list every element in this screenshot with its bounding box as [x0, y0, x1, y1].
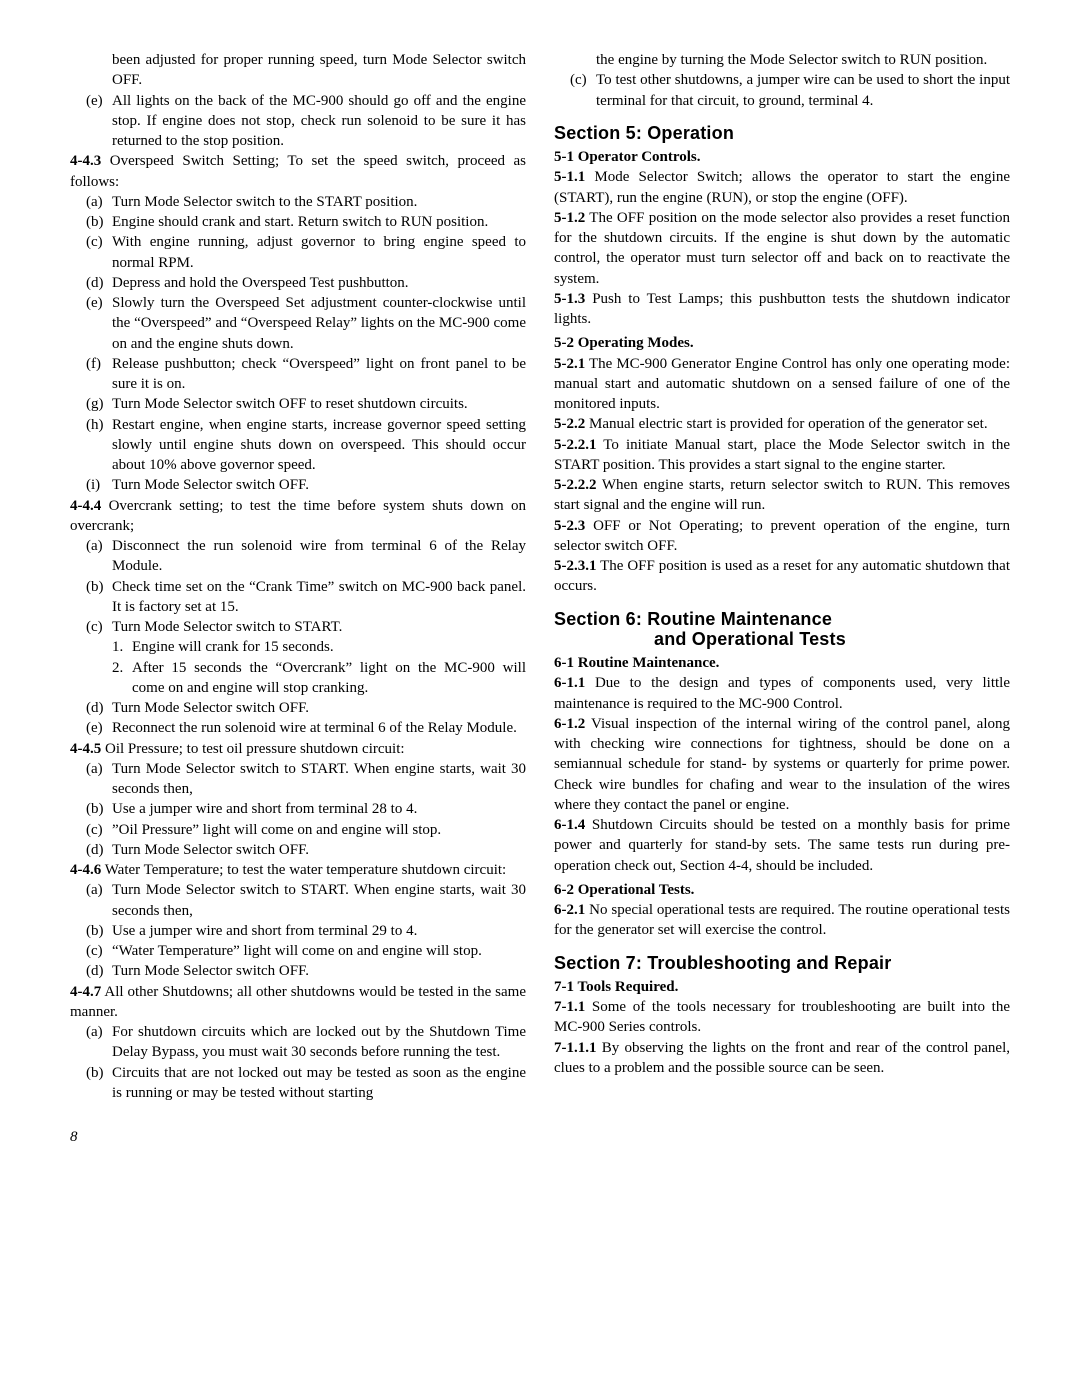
- list-item: (c)To test other shutdowns, a jumper wir…: [570, 70, 1010, 111]
- text: been adjusted for proper running speed, …: [112, 50, 526, 91]
- left-column: been adjusted for proper running speed, …: [70, 50, 526, 1103]
- list-item: (b)Engine should crank and start. Return…: [86, 212, 526, 232]
- list-item: (b)Circuits that are not locked out may …: [86, 1063, 526, 1104]
- text: 6-2.1 No special operational tests are r…: [554, 900, 1010, 941]
- list-item: (f)Release pushbutton; check “Overspeed”…: [86, 354, 526, 395]
- list-item: (c)”Oil Pressure” light will come on and…: [86, 820, 526, 840]
- list-item: (a)Turn Mode Selector switch to START. W…: [86, 759, 526, 800]
- list-item: (e)Slowly turn the Overspeed Set adjustm…: [86, 293, 526, 354]
- text: 7-1.1.1 By observing the lights on the f…: [554, 1038, 1010, 1079]
- text: 6-1 Routine Maintenance.: [554, 653, 1010, 673]
- list-item: (b)Use a jumper wire and short from term…: [86, 799, 526, 819]
- list-item: (c)Turn Mode Selector switch to START.: [86, 617, 526, 637]
- list-item: (d)Turn Mode Selector switch OFF.: [86, 698, 526, 718]
- text: 4-4.5 Oil Pressure; to test oil pressure…: [70, 739, 526, 759]
- list-item: (i)Turn Mode Selector switch OFF.: [86, 475, 526, 495]
- text: 4-4.4 Overcrank setting; to test the tim…: [70, 496, 526, 537]
- list-item: (b)Use a jumper wire and short from term…: [86, 921, 526, 941]
- list-item: (d)Turn Mode Selector switch OFF.: [86, 840, 526, 860]
- text: 5-2.2 Manual electric start is provided …: [554, 414, 1010, 434]
- text: 5-2.1 The MC-900 Generator Engine Contro…: [554, 354, 1010, 415]
- section-5-heading: Section 5: Operation: [554, 121, 1010, 145]
- page-number: 8: [70, 1127, 1010, 1147]
- text: 5-2.2.2 When engine starts, return selec…: [554, 475, 1010, 516]
- text: the engine by turning the Mode Selector …: [596, 50, 1010, 70]
- list-item: (d)Depress and hold the Overspeed Test p…: [86, 273, 526, 293]
- list-item: (a)Disconnect the run solenoid wire from…: [86, 536, 526, 577]
- list-item: 2.After 15 seconds the “Overcrank” light…: [112, 658, 526, 699]
- list-item: (h)Restart engine, when engine starts, i…: [86, 415, 526, 476]
- right-column: the engine by turning the Mode Selector …: [554, 50, 1010, 1103]
- text: 5-1 Operator Controls.: [554, 147, 1010, 167]
- text: 4-4.3 Overspeed Switch Setting; To set t…: [70, 151, 526, 192]
- list-item: (g)Turn Mode Selector switch OFF to rese…: [86, 394, 526, 414]
- text: 4-4.7 All other Shutdowns; all other shu…: [70, 982, 526, 1023]
- text: 4-4.6 Water Temperature; to test the wat…: [70, 860, 526, 880]
- list-item: (a)Turn Mode Selector switch to START. W…: [86, 880, 526, 921]
- text: 5-2.2.1 To initiate Manual start, place …: [554, 435, 1010, 476]
- text: 6-1.4 Shutdown Circuits should be tested…: [554, 815, 1010, 876]
- text: 5-2 Operating Modes.: [554, 333, 1010, 353]
- section-7-heading: Section 7: Troubleshooting and Repair: [554, 951, 1010, 975]
- text: 6-2 Operational Tests.: [554, 880, 1010, 900]
- text: 6-1.2 Visual inspection of the internal …: [554, 714, 1010, 815]
- list-item: (d)Turn Mode Selector switch OFF.: [86, 961, 526, 981]
- two-column-layout: been adjusted for proper running speed, …: [70, 50, 1010, 1103]
- list-item: 1.Engine will crank for 15 seconds.: [112, 637, 526, 657]
- text: 5-1.3 Push to Test Lamps; this pushbutto…: [554, 289, 1010, 330]
- list-item: (a)For shutdown circuits which are locke…: [86, 1022, 526, 1063]
- text: 5-2.3.1 The OFF position is used as a re…: [554, 556, 1010, 597]
- text: 5-1.2 The OFF position on the mode selec…: [554, 208, 1010, 289]
- list-item: (c)“Water Temperature” light will come o…: [86, 941, 526, 961]
- list-item: (c)With engine running, adjust governor …: [86, 232, 526, 273]
- text: 7-1.1 Some of the tools necessary for tr…: [554, 997, 1010, 1038]
- list-item: (e)Reconnect the run solenoid wire at te…: [86, 718, 526, 738]
- text: 6-1.1 Due to the design and types of com…: [554, 673, 1010, 714]
- text: 7-1 Tools Required.: [554, 977, 1010, 997]
- text: 5-2.3 OFF or Not Operating; to prevent o…: [554, 516, 1010, 557]
- list-item: (e)All lights on the back of the MC-900 …: [86, 91, 526, 152]
- text: 5-1.1 Mode Selector Switch; allows the o…: [554, 167, 1010, 208]
- list-item: (a)Turn Mode Selector switch to the STAR…: [86, 192, 526, 212]
- list-item: (b)Check time set on the “Crank Time” sw…: [86, 577, 526, 618]
